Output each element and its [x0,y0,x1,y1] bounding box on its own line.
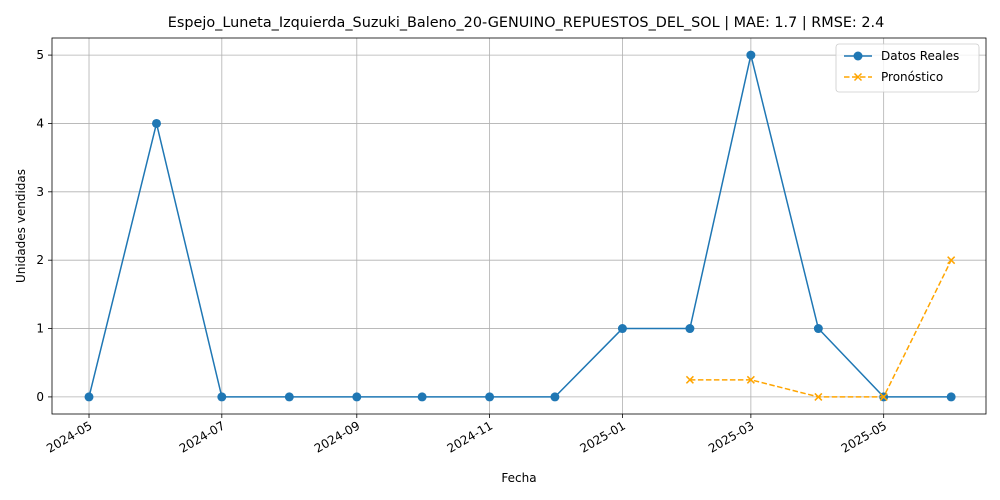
series-actual [84,50,956,402]
series-layer [84,50,956,402]
legend-label: Pronóstico [881,70,943,84]
data-point [746,375,755,384]
y-axis-label: Unidades vendidas [14,169,28,283]
x-tick-label: 2025-03 [706,418,756,455]
x-tick-label: 2024-07 [177,418,227,455]
data-point [947,256,956,265]
x-tick-label: 2025-01 [577,418,627,455]
legend-marker [853,51,863,61]
data-point [946,392,956,402]
y-tick-label: 2 [36,253,44,267]
data-point [217,392,227,402]
x-tick-label: 2024-11 [445,418,495,455]
data-point [485,392,495,402]
x-tick-label: 2024-09 [312,418,362,455]
data-point [417,392,427,402]
data-point [685,324,695,334]
x-axis: 2024-05 2024-07 2024-09 2024-11 2025-01 2025-… [44,414,889,456]
chart-title: Espejo_Luneta_Izquierda_Suzuki_Baleno_20… [168,15,884,31]
series-forecast [685,256,956,401]
y-tick-label: 5 [36,48,44,62]
y-tick-label: 4 [36,116,44,130]
y-tick-label: 1 [36,322,44,336]
legend-item: Datos Reales [844,49,959,63]
data-point [352,392,362,402]
x-tick-label: 2024-05 [44,418,94,455]
x-axis-label: Fecha [501,471,536,485]
data-point [879,392,888,401]
y-axis: 0 1 2 3 4 5 [36,48,52,404]
data-point [685,375,694,384]
data-point [813,324,823,334]
legend-marker [853,72,863,82]
legend-item: Pronóstico [844,70,943,84]
data-point [814,392,823,401]
y-tick-label: 3 [36,185,44,199]
data-point [550,392,560,402]
data-point [617,324,627,334]
y-tick-label: 0 [36,390,44,404]
data-point [746,50,756,60]
legend: Datos Reales Pronóstico [835,43,980,93]
data-point [84,392,94,402]
legend-label: Datos Reales [881,49,959,63]
grid [52,38,986,414]
series-line [88,54,952,398]
plot-frame [51,37,987,415]
data-point [152,118,162,128]
x-tick-label: 2025-05 [839,418,889,455]
data-point [284,392,294,402]
